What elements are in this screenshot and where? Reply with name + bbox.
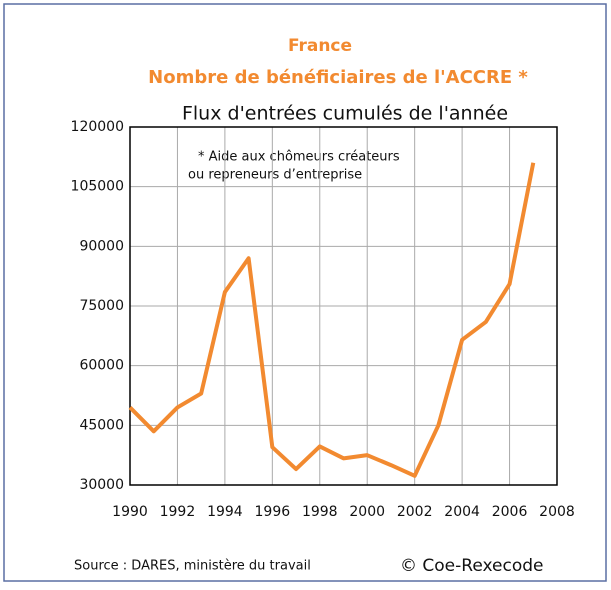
x-tick-label: 1998 [302,504,338,520]
source: Source : DARES, ministère du travail [74,559,311,574]
x-tick-label: 1996 [255,504,291,520]
y-tick-label: 90000 [79,238,124,254]
y-tick-label: 60000 [79,358,124,374]
x-tick-label: 1992 [160,504,196,520]
x-tick-label: 1990 [112,504,148,520]
y-axis-label: Flux d'entrées cumulés de l'année [182,103,508,125]
annotation: * Aide aux chômeurs créateurs [198,150,400,165]
y-tick-label: 75000 [79,298,124,314]
chart-title: France [288,36,352,56]
y-tick-label: 45000 [79,417,124,433]
y-tick-label: 120000 [71,119,124,135]
x-tick-label: 2002 [397,504,433,520]
x-tick-label: 1994 [207,504,243,520]
annotation: ou repreneurs d’entreprise [188,168,362,183]
x-tick-label: 2000 [349,504,385,520]
line [128,162,536,478]
plot-frame [129,126,558,486]
copyright: © Coe-Rexecode [400,556,543,576]
y-tick-label: 30000 [79,477,124,493]
x-tick-label: 2004 [444,504,480,520]
chart-subtitle: Nombre de bénéficiaires de l'ACCRE * [148,67,528,88]
x-tick-label: 2006 [492,504,528,520]
frame [3,3,607,582]
x-tick-label: 2008 [539,504,575,520]
y-tick-label: 105000 [71,179,124,195]
